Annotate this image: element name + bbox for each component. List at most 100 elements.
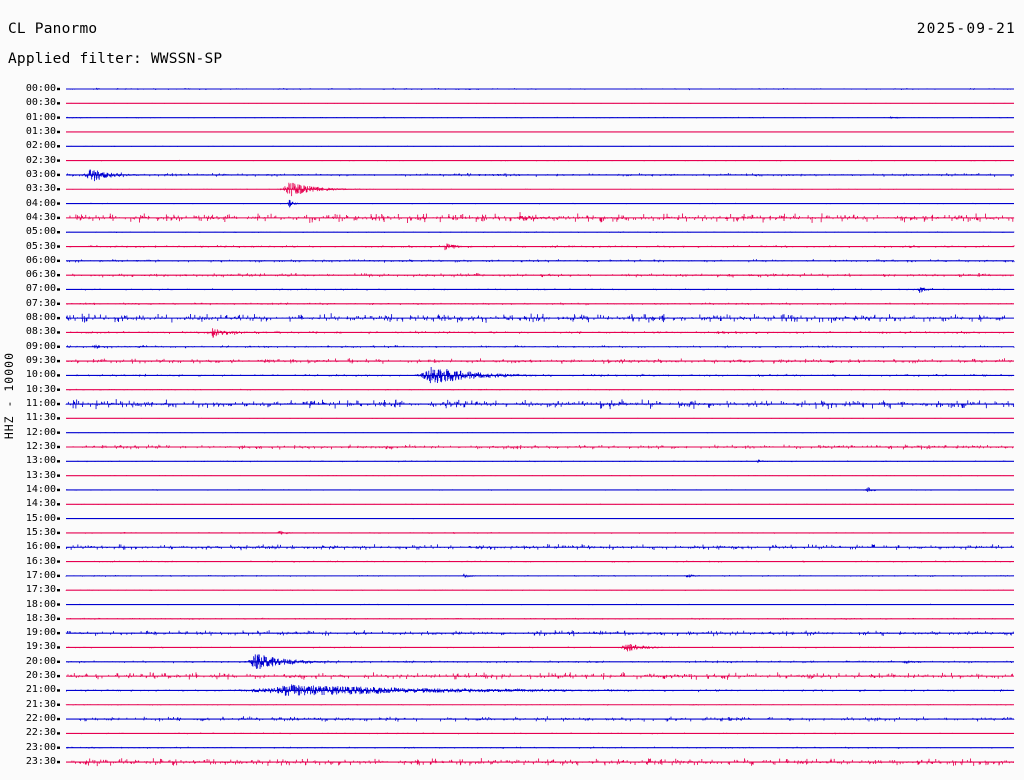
trace-waveform [69,388,1007,391]
time-tick-label: 02:30 [25,154,56,166]
time-tick-label: 06:30 [25,269,56,281]
trace-waveform [71,182,1011,197]
trace-waveform [66,459,1011,464]
trace-waveform [67,344,1015,349]
trace-waveform [66,654,1013,669]
time-tick-label: 02:00 [25,140,56,152]
trace-waveform [76,475,1015,477]
time-tick-label: 13:30 [25,469,56,481]
filter-label: Applied filter: WWSSN-SP [8,51,223,67]
trace-waveform [67,259,1015,263]
trace-waveform [65,573,1015,578]
trace-waveform [73,199,1013,208]
trace-waveform [69,87,1011,91]
helicorder-plot[interactable] [0,78,1024,776]
trace-waveform [65,169,1015,182]
time-tick-label: 15:00 [25,512,56,524]
trace-waveform [71,758,1015,767]
trace-waveform [75,367,1015,384]
time-tick-label: 22:00 [25,713,56,725]
time-tick-label: 10:00 [25,369,56,381]
time-tick-label: 08:00 [25,312,56,324]
time-tick-label: 00:00 [25,83,56,94]
header: CL Panormo 2025-09-21 Applied filter: WW… [0,0,1024,78]
time-tick-label: 12:00 [25,426,56,438]
time-axis-labels: 00:00 00:30 01:00 01:30 02:00 02:30 03:00 03:30… [0,78,56,776]
trace-waveform [66,417,1012,419]
time-tick-label: 14:30 [25,498,56,510]
time-tick-label: 16:00 [25,541,56,553]
trace-waveform [70,102,1015,104]
time-tick-label: 10:30 [25,383,56,395]
trace-waveform [66,358,1013,364]
trace-waveform [66,328,1014,338]
time-tick-label: 03:30 [25,183,56,195]
trace-waveform [65,487,1013,492]
seismic-traces [57,87,1015,767]
trace-waveform [66,159,1008,162]
trace-waveform [68,145,1009,147]
time-tick-label: 07:00 [25,283,56,295]
time-tick-label: 20:30 [25,670,56,682]
trace-waveform [70,131,1013,133]
time-tick-label: 11:00 [25,398,56,410]
trace-waveform [65,313,1013,323]
time-tick-label: 03:00 [25,168,56,180]
trace-waveform [65,231,1015,233]
trace-waveform [66,503,1005,505]
time-tick-label: 16:30 [25,555,56,567]
time-tick-label: 05:30 [25,240,56,252]
trace-waveform [74,603,1011,606]
time-tick-label: 17:00 [25,569,56,581]
trace-waveform [69,716,1015,722]
time-tick-label: 04:30 [25,211,56,223]
time-tick-label: 13:00 [25,455,56,467]
trace-waveform [66,116,1009,119]
time-tick-label: 22:30 [25,727,56,739]
trace-waveform [65,684,1015,696]
time-tick-label: 19:00 [25,627,56,639]
time-tick-label: 08:30 [25,326,56,338]
time-tick-label: 07:30 [25,297,56,309]
time-tick-label: 23:00 [25,741,56,753]
time-tick-label: 06:00 [25,254,56,266]
trace-waveform [73,560,1011,563]
time-tick-label: 14:00 [25,483,56,495]
trace-waveform [65,399,1015,410]
time-tick-label: 01:30 [25,125,56,137]
trace-waveform [66,644,1011,652]
trace-waveform [66,243,1015,251]
time-tick-label: 19:30 [25,641,56,653]
time-tick-label: 11:30 [25,412,56,424]
time-tick-label: 17:30 [25,584,56,596]
time-tick-label: 18:30 [25,612,56,624]
trace-waveform [66,746,1012,749]
trace-waveform [65,544,1013,551]
time-tick-label: 00:30 [25,97,56,109]
trace-waveform [65,302,1012,306]
trace-waveform [71,287,1015,293]
time-tick-label: 15:30 [25,526,56,538]
time-tick-label: 05:00 [25,226,56,238]
time-tick-label: 20:00 [25,655,56,667]
trace-waveform [67,432,1013,434]
trace-waveform [67,212,1015,224]
time-tick-label: 09:00 [25,340,56,352]
trace-waveform [65,703,1014,706]
time-tick-label: 04:00 [25,197,56,209]
trace-waveform [70,272,1013,278]
page-title: CL Panormo [8,21,98,37]
time-tick-label: 12:30 [25,441,56,452]
time-tick-label: 21:30 [25,698,56,710]
date-label: 2025-09-21 [916,21,1016,37]
time-tick-label: 21:00 [25,684,56,696]
time-tick-label: 18:00 [25,598,56,610]
trace-waveform [65,630,1014,637]
trace-waveform [66,617,1015,620]
trace-waveform [65,589,1011,591]
time-tick-label: 09:30 [25,355,56,367]
time-tick-label: 01:00 [25,111,56,123]
trace-waveform [72,444,1013,450]
time-tick-label: 23:30 [25,756,56,768]
trace-waveform [68,518,1000,520]
